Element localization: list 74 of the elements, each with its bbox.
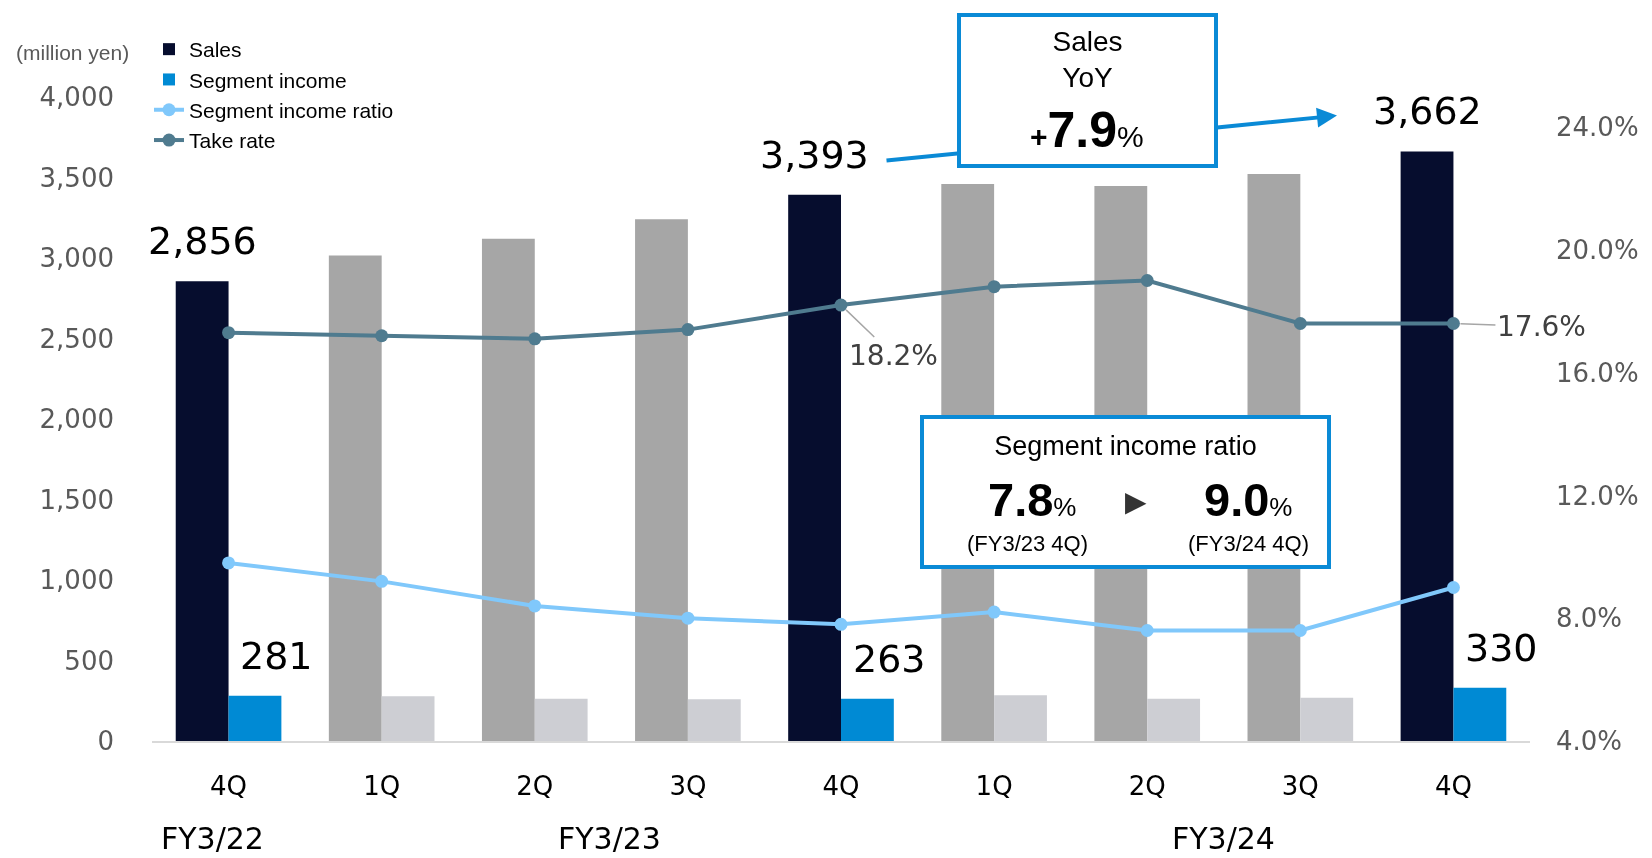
y-tick-label: 1,500 bbox=[39, 484, 114, 515]
x-tick-label: 4Q bbox=[210, 771, 248, 802]
x-tick-label: 1Q bbox=[363, 771, 401, 802]
point bbox=[1446, 316, 1460, 330]
point bbox=[681, 611, 695, 625]
y-tick-label: 4,000 bbox=[39, 82, 114, 113]
y-tick-label: 500 bbox=[64, 645, 114, 676]
annotation: (FY3/23 4Q) bbox=[967, 531, 1089, 556]
text: FY3/23 bbox=[558, 821, 661, 856]
data-label: 3,662 bbox=[1373, 89, 1482, 133]
point bbox=[834, 617, 848, 631]
y2-tick-label: 16.0% bbox=[1556, 357, 1639, 388]
y-tick-label: 3,500 bbox=[39, 162, 114, 193]
point bbox=[375, 574, 389, 588]
x-tick-label: 3Q bbox=[669, 771, 707, 802]
point bbox=[1140, 274, 1154, 287]
y-axis-title: (million yen) bbox=[16, 41, 130, 64]
bar bbox=[228, 695, 282, 741]
y-tick-label: 0 bbox=[97, 726, 114, 757]
bar bbox=[841, 698, 894, 741]
data-label: 281 bbox=[240, 634, 313, 678]
point bbox=[222, 326, 236, 340]
point bbox=[1293, 623, 1307, 637]
point bbox=[987, 605, 1001, 619]
bar bbox=[328, 255, 382, 741]
bar bbox=[1400, 151, 1454, 741]
y2-tick-label: 4.0% bbox=[1556, 726, 1623, 757]
y-tick-label: 2,000 bbox=[39, 404, 114, 435]
legend-label: Sales bbox=[189, 38, 242, 62]
data-label: 18.2% bbox=[849, 339, 938, 372]
y2-tick-label: 12.0% bbox=[1556, 480, 1639, 511]
annotation: Sales YoY +7.9% bbox=[1030, 26, 1144, 158]
y2-tick-label: 20.0% bbox=[1556, 234, 1639, 265]
bar bbox=[481, 238, 535, 741]
bar bbox=[788, 194, 841, 741]
text: FY3/24 bbox=[1172, 821, 1275, 856]
data-label: 330 bbox=[1465, 626, 1538, 670]
annotation: ▶ bbox=[1125, 485, 1147, 518]
point bbox=[1140, 623, 1154, 637]
x-tick-label: 4Q bbox=[1434, 771, 1472, 802]
y-tick-label: 1,000 bbox=[39, 565, 114, 596]
bar bbox=[1453, 687, 1507, 741]
text: FY3/22 bbox=[161, 821, 264, 856]
point bbox=[375, 329, 389, 343]
annotation: (FY3/24 4Q) bbox=[1188, 531, 1310, 556]
x-tick-label: 3Q bbox=[1281, 771, 1319, 802]
bar bbox=[635, 219, 688, 741]
data-label: 3,393 bbox=[760, 133, 869, 177]
point bbox=[222, 556, 236, 570]
point bbox=[528, 332, 542, 346]
x-tick-label: 2Q bbox=[1128, 771, 1166, 802]
annotation: Segment income ratio bbox=[994, 431, 1257, 461]
point bbox=[987, 280, 1001, 294]
point bbox=[834, 298, 848, 312]
x-tick-label: 2Q bbox=[516, 771, 554, 802]
y2-tick-label: 24.0% bbox=[1556, 112, 1639, 143]
point bbox=[1446, 581, 1460, 594]
x-tick-label: 1Q bbox=[975, 771, 1013, 802]
annotation: 9.0% bbox=[1204, 473, 1293, 526]
data-label: 17.6% bbox=[1497, 310, 1586, 343]
data-label: 263 bbox=[853, 637, 926, 681]
y2-tick-label: 8.0% bbox=[1556, 603, 1623, 634]
y-tick-label: 3,000 bbox=[39, 243, 114, 274]
legend-label: Segment income bbox=[189, 68, 347, 92]
annotation: 7.8% bbox=[988, 473, 1077, 526]
point bbox=[681, 323, 695, 337]
point bbox=[1293, 316, 1307, 330]
y-tick-label: 2,500 bbox=[39, 323, 114, 354]
x-tick-label: 4Q bbox=[822, 771, 860, 802]
legend-label: Take rate bbox=[189, 129, 276, 153]
data-label: 2,856 bbox=[148, 219, 257, 263]
bar bbox=[175, 281, 229, 741]
point bbox=[528, 599, 542, 613]
legend-label: Segment income ratio bbox=[189, 98, 394, 122]
